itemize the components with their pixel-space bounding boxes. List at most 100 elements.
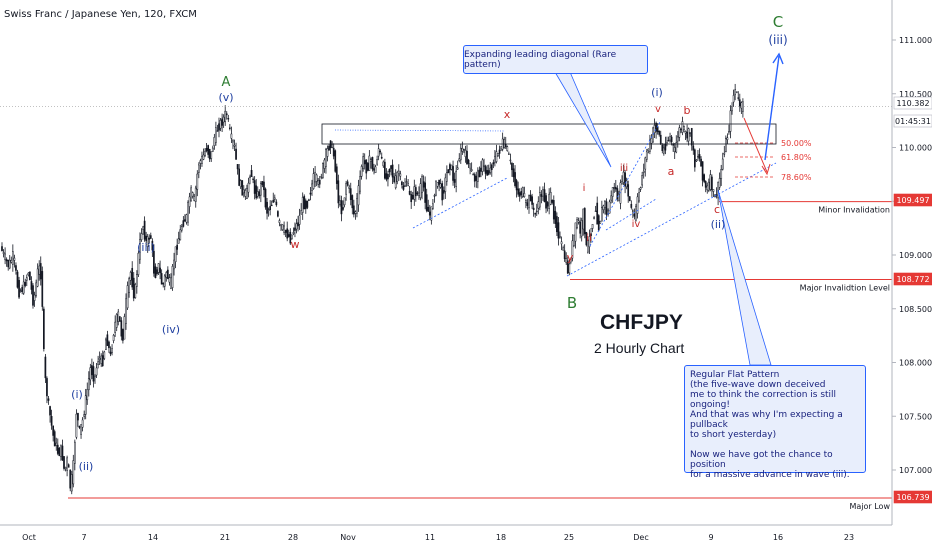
candle-up xyxy=(537,201,540,209)
candle-up xyxy=(232,140,234,143)
candle-down xyxy=(424,182,426,203)
candle-up xyxy=(97,361,99,365)
candle-up xyxy=(295,223,298,230)
candle-down xyxy=(208,149,211,160)
candle-down xyxy=(167,269,169,279)
candle-up xyxy=(196,173,199,190)
candle-down xyxy=(487,170,490,175)
candle-down xyxy=(258,191,261,196)
candle-down xyxy=(416,192,419,195)
candle-down xyxy=(473,174,476,182)
candle-up xyxy=(681,121,684,133)
candle-up xyxy=(652,127,654,143)
candle-up xyxy=(163,275,166,287)
candle-down xyxy=(176,244,179,250)
candle-up xyxy=(642,170,645,173)
candle-up xyxy=(506,146,509,152)
candle-down xyxy=(556,216,558,233)
candle-down xyxy=(667,140,670,142)
candle-up xyxy=(244,190,247,197)
candle-down xyxy=(44,356,47,379)
candle-up xyxy=(33,294,36,301)
candle-up xyxy=(574,222,577,242)
candle-down xyxy=(363,160,366,165)
candle-down xyxy=(284,229,287,233)
candle-up xyxy=(325,149,327,167)
price-tick-label: 108.000 xyxy=(899,359,932,368)
candle-up xyxy=(663,147,665,154)
candle-up xyxy=(171,266,174,288)
candle-up xyxy=(84,395,87,415)
candle-up xyxy=(435,181,437,196)
candle-up xyxy=(60,444,62,458)
chart-subtitle: 2 Hourly Chart xyxy=(594,340,685,356)
candle-down xyxy=(15,265,17,271)
candle-down xyxy=(24,282,27,286)
candle-up xyxy=(374,166,377,173)
candle-up xyxy=(673,147,676,152)
candle-up xyxy=(168,277,171,283)
candle-down xyxy=(39,263,42,280)
candle-up xyxy=(618,193,620,202)
candle-down xyxy=(250,169,253,177)
candle-down xyxy=(659,134,662,145)
candle-up xyxy=(239,180,242,188)
candle-up xyxy=(356,198,358,214)
candle-down xyxy=(264,188,267,208)
wave-label: (iii) xyxy=(768,33,787,47)
candle-down xyxy=(534,212,537,215)
candle-down xyxy=(1,246,3,251)
candle-up xyxy=(357,185,360,206)
candle-down xyxy=(463,148,465,151)
candle-up xyxy=(731,106,733,112)
candle-up xyxy=(125,298,127,324)
candle-up xyxy=(198,164,200,173)
wave-label: (i) xyxy=(651,86,663,99)
candle-up xyxy=(649,139,651,152)
candle-down xyxy=(58,447,61,457)
candle-up xyxy=(165,272,168,278)
candle-up xyxy=(128,278,130,293)
candle-up xyxy=(86,389,89,401)
candle-down xyxy=(449,164,451,170)
candle-up xyxy=(622,171,625,183)
candle-up xyxy=(348,186,351,189)
candle-down xyxy=(289,231,292,244)
flat-pattern-callout: Regular Flat Pattern (the five-wave down … xyxy=(684,365,866,480)
candle-down xyxy=(566,260,569,274)
candle-down xyxy=(551,199,554,203)
candle-up xyxy=(173,259,175,270)
candle-up xyxy=(283,225,285,233)
price-label-bg xyxy=(893,490,932,504)
flat-pointer xyxy=(717,189,772,366)
pullback-projection xyxy=(743,117,768,173)
candle-down xyxy=(263,181,265,191)
candle-down xyxy=(624,172,626,187)
candle-down xyxy=(518,192,521,197)
candle-down xyxy=(18,280,20,298)
candle-up xyxy=(87,378,90,391)
candle-up xyxy=(126,285,129,309)
pullback-arrowhead xyxy=(761,163,771,176)
candle-up xyxy=(450,164,453,170)
candle-up xyxy=(123,316,126,340)
candle-down xyxy=(590,233,592,237)
candle-up xyxy=(461,148,464,152)
candle-up xyxy=(222,116,225,123)
candle-down xyxy=(351,195,354,209)
wave-label: C xyxy=(773,13,783,31)
candle-up xyxy=(580,220,583,237)
price-label-bg xyxy=(893,96,932,110)
resistance-box xyxy=(321,123,777,145)
candle-up xyxy=(678,127,681,138)
candle-up xyxy=(13,257,16,261)
candle-down xyxy=(286,228,289,239)
candle-down xyxy=(366,163,369,171)
price-label: 106.739 xyxy=(896,493,929,502)
candle-down xyxy=(692,145,695,151)
candle-up xyxy=(129,272,132,281)
candle-up xyxy=(718,178,721,188)
candle-up xyxy=(27,272,30,276)
candle-down xyxy=(309,192,312,195)
